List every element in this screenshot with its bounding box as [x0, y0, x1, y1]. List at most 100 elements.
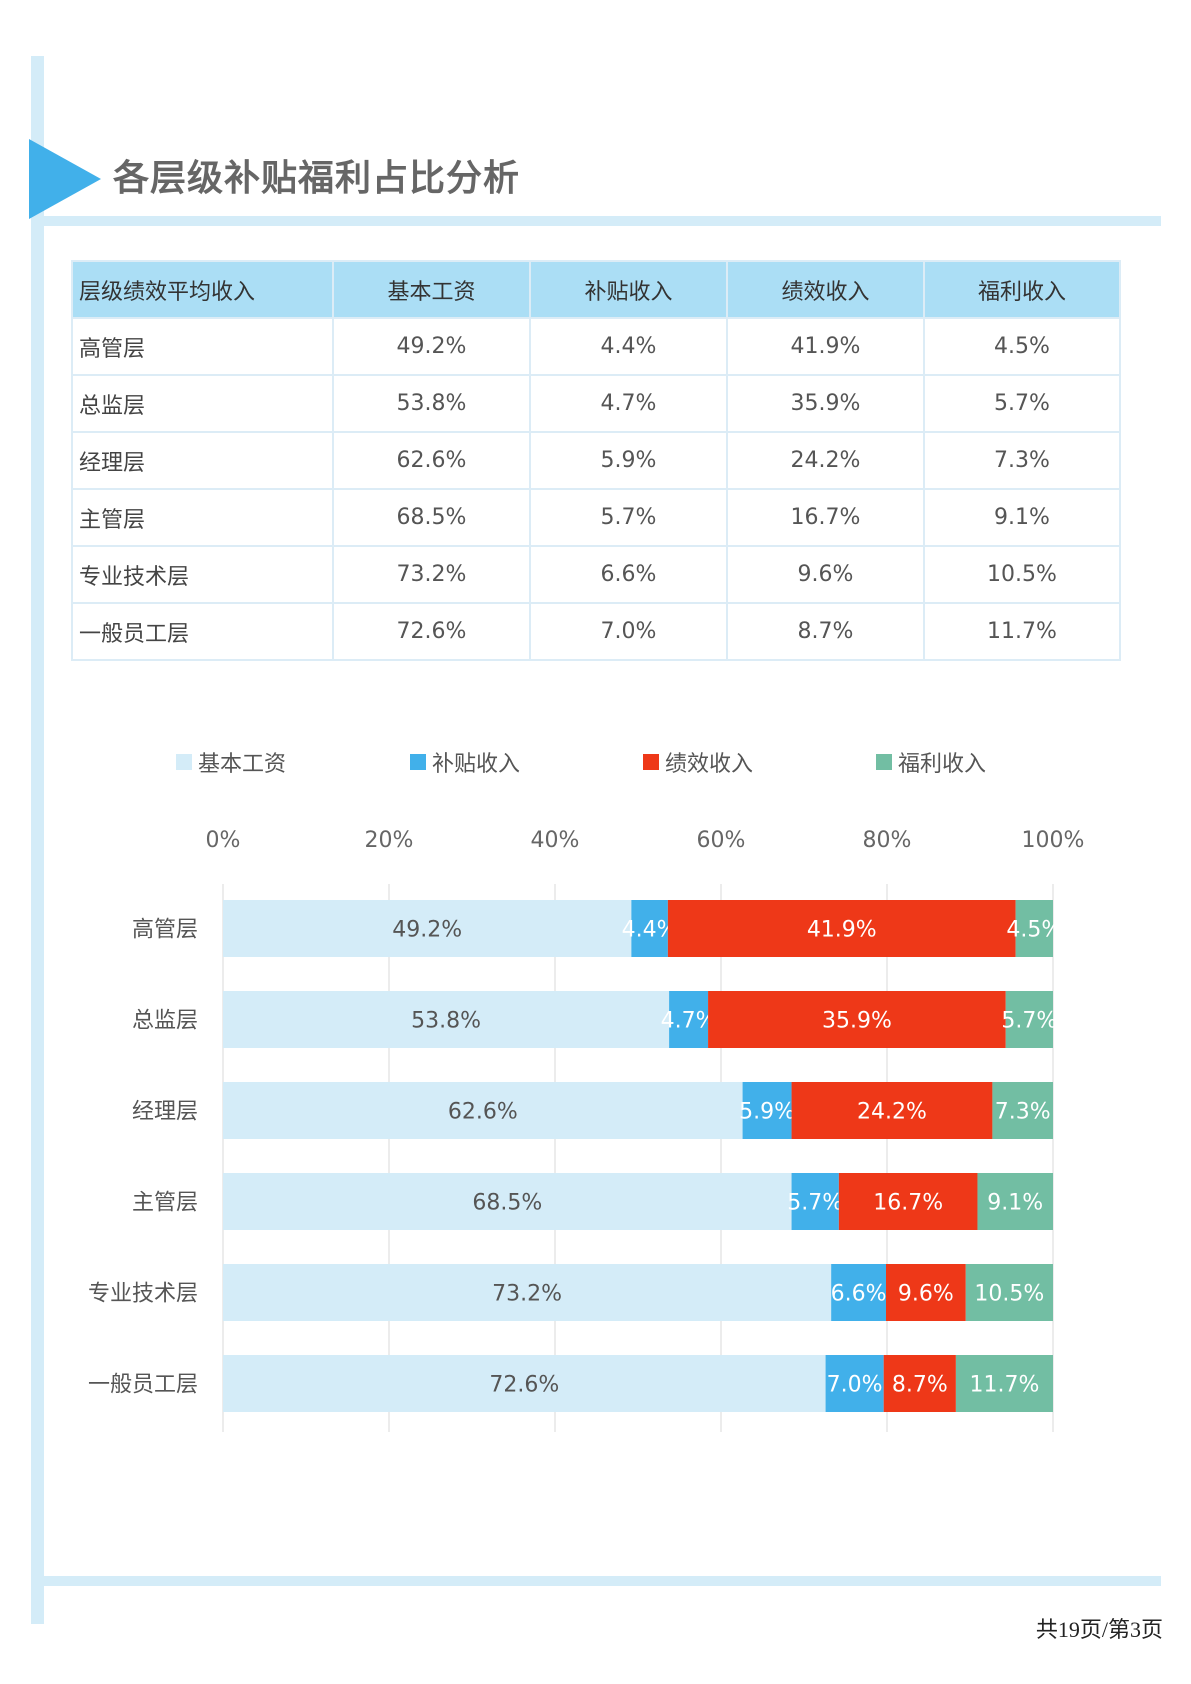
bar-segment: [838, 1173, 978, 1230]
y-category-label: 一般员工层: [88, 1373, 198, 1398]
page-number: 共19页/第3页: [1035, 1617, 1163, 1642]
table-cell-level: 高管层: [71, 317, 334, 376]
data-label: 7.3%: [995, 1100, 1051, 1125]
table-cell: 73.2%: [332, 545, 531, 604]
table-cell: 53.8%: [332, 374, 531, 433]
bar-segment: [992, 1082, 1053, 1139]
table-cell: 35.9%: [726, 374, 925, 433]
table-row: 总监层 53.8% 4.7% 35.9% 5.7%: [71, 374, 1121, 433]
bar-segment: [1005, 991, 1053, 1048]
table-cell-level: 主管层: [71, 488, 334, 547]
legend-label: 补贴收入: [432, 752, 521, 777]
data-label: 24.2%: [857, 1100, 927, 1125]
data-label: 6.6%: [831, 1282, 887, 1307]
legend-label: 基本工资: [198, 752, 287, 777]
legend-swatch: [643, 754, 659, 770]
bar-segment: [223, 1264, 832, 1321]
table-cell: 11.7%: [923, 602, 1121, 661]
table-cell: 16.7%: [726, 488, 925, 547]
legend-swatch: [176, 754, 192, 770]
bar-segment: [223, 900, 632, 957]
data-label: 16.7%: [873, 1191, 943, 1216]
table-cell: 7.3%: [923, 431, 1121, 490]
table-cell: 41.9%: [726, 317, 925, 376]
table-header-cell: 福利收入: [923, 260, 1121, 319]
data-label: 5.9%: [739, 1100, 795, 1125]
data-label: 9.6%: [898, 1282, 954, 1307]
table-cell: 6.6%: [529, 545, 728, 604]
legend-swatch: [876, 754, 892, 770]
title-arrow-icon: [29, 139, 101, 219]
bar-segment: [669, 991, 709, 1048]
bar-segment: [708, 991, 1006, 1048]
data-label: 72.6%: [489, 1373, 559, 1398]
data-label: 41.9%: [807, 918, 877, 943]
table-row: 一般员工层 72.6% 7.0% 8.7% 11.7%: [71, 602, 1121, 661]
table-cell: 5.7%: [529, 488, 728, 547]
y-category-label: 经理层: [132, 1100, 198, 1125]
data-label: 4.5%: [1006, 918, 1062, 943]
bar-segment: [883, 1355, 956, 1412]
footer-rule: [31, 1576, 1161, 1586]
legend-item: 福利收入: [876, 744, 986, 780]
table-cell: 4.4%: [529, 317, 728, 376]
bar-segment: [742, 1082, 792, 1139]
table-cell-level: 一般员工层: [71, 602, 334, 661]
x-tick-label: 60%: [697, 828, 746, 853]
bar-segment: [667, 900, 1016, 957]
table-header-cell: 基本工资: [332, 260, 531, 319]
table-header-cell: 补贴收入: [529, 260, 728, 319]
table-cell: 9.1%: [923, 488, 1121, 547]
bar-segment: [977, 1173, 1053, 1230]
data-label: 5.7%: [787, 1191, 843, 1216]
bar-segment: [631, 900, 668, 957]
table-cell: 24.2%: [726, 431, 925, 490]
bar-segment: [955, 1355, 1053, 1412]
page-title: 各层级补贴福利占比分析: [113, 158, 521, 199]
y-category-label: 总监层: [132, 1009, 198, 1034]
legend-label: 绩效收入: [665, 752, 754, 777]
y-category-label: 专业技术层: [88, 1282, 198, 1307]
table-cell-level: 经理层: [71, 431, 334, 490]
x-tick-label: 80%: [863, 828, 912, 853]
table-cell: 5.9%: [529, 431, 728, 490]
table-cell: 10.5%: [923, 545, 1121, 604]
data-label: 62.6%: [448, 1100, 518, 1125]
data-label: 4.7%: [661, 1009, 717, 1034]
legend-item: 补贴收入: [410, 744, 520, 780]
table-cell: 68.5%: [332, 488, 531, 547]
data-label: 11.7%: [969, 1373, 1039, 1398]
table-row: 高管层 49.2% 4.4% 41.9% 4.5%: [71, 317, 1121, 376]
bar-segment: [223, 1082, 743, 1139]
table-cell: 7.0%: [529, 602, 728, 661]
data-label: 53.8%: [411, 1009, 481, 1034]
data-label: 7.0%: [827, 1373, 883, 1398]
left-decorative-bar: [31, 56, 44, 1624]
bar-segment: [223, 991, 670, 1048]
bar-segment: [1015, 900, 1053, 957]
bar-segment: [791, 1082, 993, 1139]
x-tick-label: 0%: [206, 828, 241, 853]
data-label: 9.1%: [987, 1191, 1043, 1216]
data-label: 68.5%: [472, 1191, 542, 1216]
bar-segment: [791, 1173, 839, 1230]
table-row: 专业技术层 73.2% 6.6% 9.6% 10.5%: [71, 545, 1121, 604]
chart-legend: 基本工资 补贴收入 绩效收入 福利收入: [176, 744, 1116, 780]
bar-segment: [223, 1173, 792, 1230]
table-header-cell: 层级绩效平均收入: [71, 260, 334, 319]
table-cell: 5.7%: [923, 374, 1121, 433]
bar-segment: [223, 1355, 826, 1412]
table-header-cell: 绩效收入: [726, 260, 925, 319]
data-label: 35.9%: [822, 1009, 892, 1034]
table-cell-level: 总监层: [71, 374, 334, 433]
data-label: 73.2%: [492, 1282, 562, 1307]
table-header-row: 层级绩效平均收入 基本工资 补贴收入 绩效收入 福利收入: [71, 260, 1121, 319]
data-label: 5.7%: [1001, 1009, 1057, 1034]
income-ratio-table: 层级绩效平均收入 基本工资 补贴收入 绩效收入 福利收入 高管层 49.2% 4…: [71, 260, 1121, 661]
data-label: 49.2%: [392, 918, 462, 943]
legend-swatch: [410, 754, 426, 770]
bar-segment: [825, 1355, 884, 1412]
x-tick-label: 100%: [1022, 828, 1085, 853]
bar-segment: [886, 1264, 966, 1321]
